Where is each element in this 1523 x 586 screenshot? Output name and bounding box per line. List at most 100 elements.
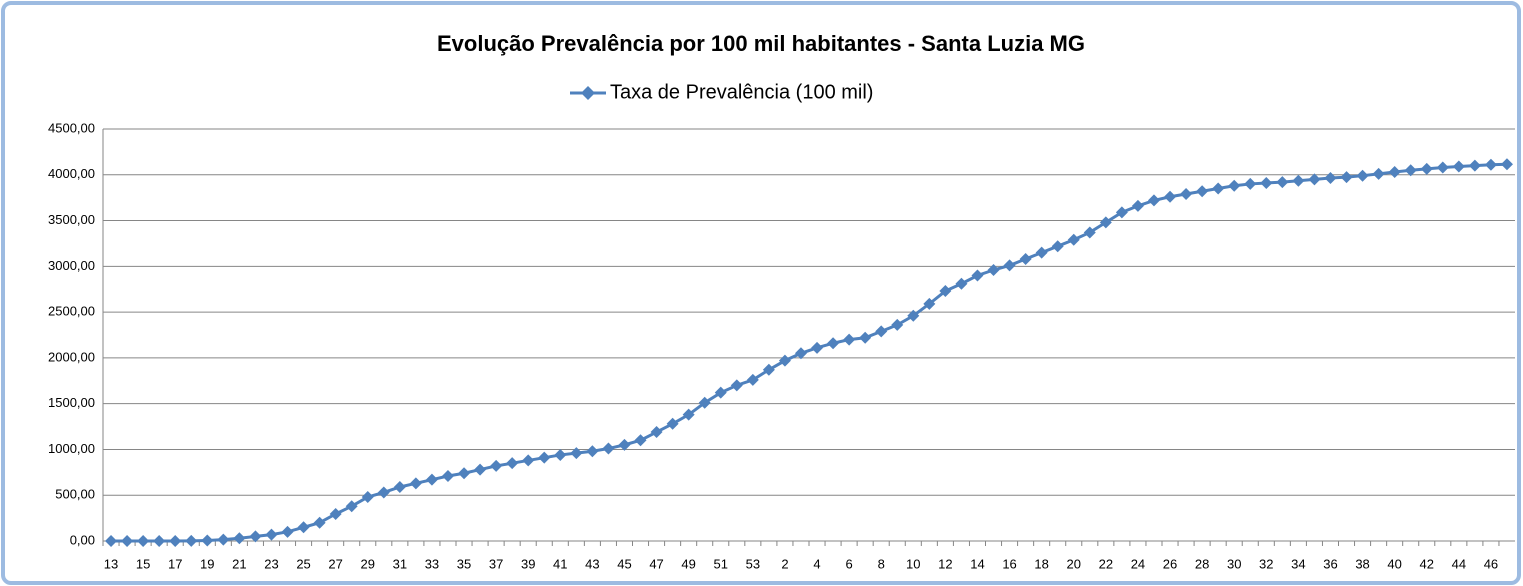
- data-point: [682, 408, 695, 421]
- data-point: [1324, 171, 1337, 184]
- data-point: [169, 535, 182, 547]
- x-tick-label: 38: [1355, 556, 1369, 571]
- data-point: [1308, 173, 1321, 186]
- data-point: [393, 480, 406, 493]
- data-point: [554, 448, 567, 461]
- data-point: [490, 459, 503, 472]
- data-point: [1468, 159, 1481, 172]
- data-point: [811, 341, 824, 354]
- y-tick-label: 2000,00: [48, 349, 95, 364]
- x-tick-label: 13: [104, 556, 118, 571]
- data-point: [955, 277, 968, 290]
- data-point: [939, 285, 952, 298]
- x-tick-label: 18: [1034, 556, 1048, 571]
- x-tick-label: 23: [264, 556, 278, 571]
- data-point: [714, 386, 727, 399]
- y-tick-label: 4500,00: [48, 120, 95, 135]
- x-tick-label: 36: [1323, 556, 1337, 571]
- data-point: [923, 297, 936, 310]
- legend-marker: [581, 86, 595, 100]
- legend-label: Taxa de Prevalência (100 mil): [610, 81, 873, 103]
- x-tick-label: 29: [361, 556, 375, 571]
- data-point: [1484, 158, 1497, 171]
- data-point: [1212, 182, 1225, 195]
- x-tick-label: 46: [1484, 556, 1498, 571]
- data-point: [1147, 194, 1160, 207]
- data-point: [987, 263, 1000, 276]
- x-tick-label: 53: [746, 556, 760, 571]
- x-tick-label: 42: [1420, 556, 1434, 571]
- data-point: [1372, 167, 1385, 180]
- x-tick-label: 28: [1195, 556, 1209, 571]
- x-tick-label: 51: [714, 556, 728, 571]
- y-tick-label: 1000,00: [48, 441, 95, 456]
- data-line: [111, 162, 1508, 543]
- x-tick-label: 25: [296, 556, 310, 571]
- x-tick-label: 33: [425, 556, 439, 571]
- x-tick-label: 6: [845, 556, 852, 571]
- data-point: [506, 457, 519, 470]
- data-point: [1260, 177, 1273, 190]
- data-point: [474, 463, 487, 476]
- data-point: [538, 451, 551, 464]
- x-tick-label: 34: [1291, 556, 1305, 571]
- x-tick-label: 37: [489, 556, 503, 571]
- x-tick-label: 12: [938, 556, 952, 571]
- x-tick-label: 31: [393, 556, 407, 571]
- x-tick-label: 24: [1131, 556, 1145, 571]
- data-point: [1067, 233, 1080, 246]
- data-point: [153, 535, 166, 547]
- data-point: [1276, 176, 1289, 189]
- data-point: [1083, 226, 1096, 239]
- data-point: [1115, 206, 1128, 219]
- data-point: [233, 532, 246, 545]
- y-tick-label: 500,00: [55, 487, 95, 502]
- data-point: [409, 477, 422, 490]
- data-point: [217, 533, 230, 546]
- data-point: [778, 354, 791, 367]
- data-point: [121, 535, 134, 547]
- x-tick-label: 17: [168, 556, 182, 571]
- data-point: [1404, 164, 1417, 177]
- x-tick-label: 39: [521, 556, 535, 571]
- data-point: [345, 500, 358, 513]
- data-point: [1436, 161, 1449, 174]
- data-point: [730, 379, 743, 392]
- data-point: [843, 333, 856, 346]
- data-point: [1131, 199, 1144, 212]
- data-point: [1388, 166, 1401, 179]
- data-point: [762, 363, 775, 376]
- x-tick-label: 4: [813, 556, 820, 571]
- x-tick-label: 44: [1452, 556, 1466, 571]
- data-point: [666, 417, 679, 430]
- data-point: [746, 373, 759, 386]
- y-tick-label: 2500,00: [48, 304, 95, 319]
- data-point: [1420, 162, 1433, 175]
- data-point: [329, 507, 342, 520]
- data-point: [1196, 185, 1209, 198]
- y-tick-label: 4000,00: [48, 166, 95, 181]
- data-point: [794, 347, 807, 360]
- x-tick-label: 41: [553, 556, 567, 571]
- x-tick-label: 27: [328, 556, 342, 571]
- data-point: [265, 528, 278, 541]
- data-point: [458, 467, 471, 480]
- data-point: [1228, 179, 1241, 192]
- data-point: [313, 516, 326, 529]
- x-tick-label: 15: [136, 556, 150, 571]
- data-point: [1356, 169, 1369, 182]
- data-point: [650, 426, 663, 439]
- data-point: [698, 396, 711, 409]
- data-point: [875, 325, 888, 338]
- data-point: [602, 442, 615, 455]
- data-point: [1003, 259, 1016, 272]
- y-tick-label: 0,00: [70, 532, 95, 547]
- data-point: [522, 454, 535, 467]
- data-point: [859, 331, 872, 344]
- data-point: [907, 309, 920, 322]
- x-tick-label: 26: [1163, 556, 1177, 571]
- x-tick-label: 20: [1067, 556, 1081, 571]
- data-point: [570, 447, 583, 460]
